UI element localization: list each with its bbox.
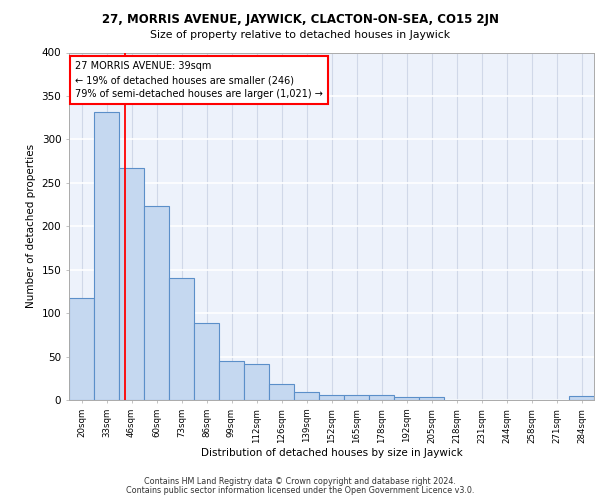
Bar (69, 298, 94, 400)
Bar (144, 206, 169, 400)
Bar (169, 278, 194, 400)
Bar (394, 398, 419, 400)
Bar (369, 395, 394, 400)
Y-axis label: Number of detached properties: Number of detached properties (26, 144, 36, 308)
Bar (419, 396, 444, 400)
X-axis label: Distribution of detached houses by size in Jaywick: Distribution of detached houses by size … (200, 448, 463, 458)
Bar (194, 322, 219, 400)
Bar (344, 395, 369, 400)
Bar (319, 395, 344, 400)
Text: Contains HM Land Registry data © Crown copyright and database right 2024.: Contains HM Land Registry data © Crown c… (144, 477, 456, 486)
Text: 27 MORRIS AVENUE: 39sqm
← 19% of detached houses are smaller (246)
79% of semi-d: 27 MORRIS AVENUE: 39sqm ← 19% of detache… (76, 61, 323, 99)
Text: Contains public sector information licensed under the Open Government Licence v3: Contains public sector information licen… (126, 486, 474, 495)
Bar (244, 364, 269, 400)
Text: 27, MORRIS AVENUE, JAYWICK, CLACTON-ON-SEA, CO15 2JN: 27, MORRIS AVENUE, JAYWICK, CLACTON-ON-S… (101, 12, 499, 26)
Bar (269, 384, 294, 400)
Bar (569, 396, 594, 400)
Bar (119, 168, 144, 400)
Text: Size of property relative to detached houses in Jaywick: Size of property relative to detached ho… (150, 30, 450, 40)
Bar (294, 392, 319, 400)
Bar (219, 361, 244, 400)
Bar (94, 112, 119, 400)
